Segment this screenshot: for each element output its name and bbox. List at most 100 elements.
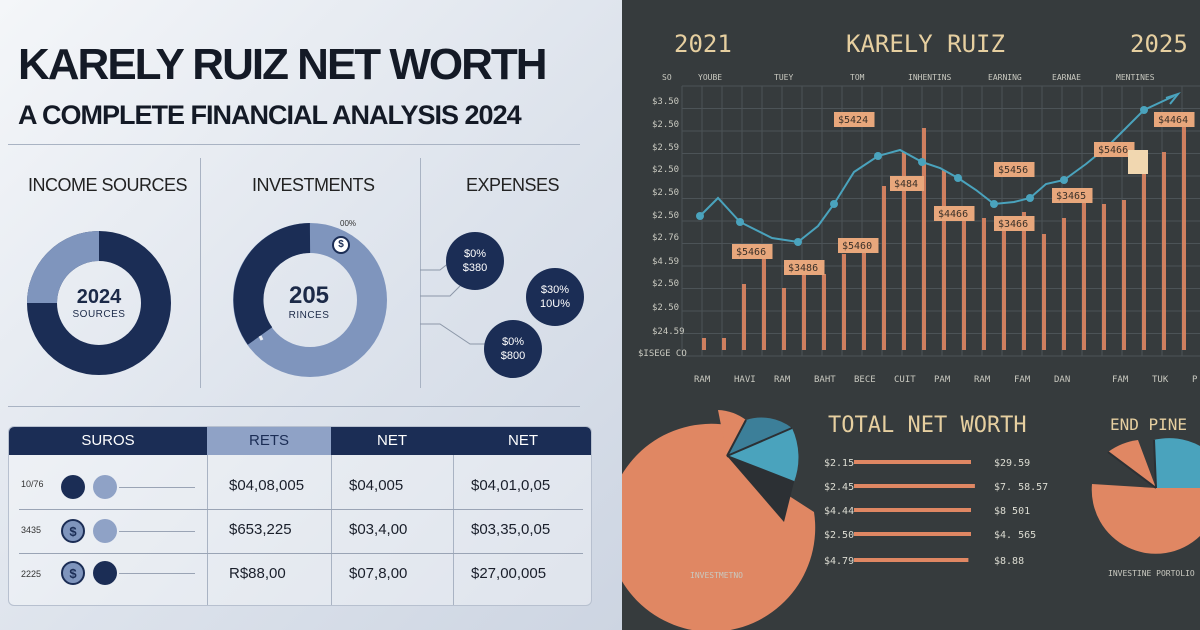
chart-bar <box>722 338 726 350</box>
expenses-title: EXPENSES <box>466 175 560 195</box>
chart-bar <box>1022 212 1026 350</box>
value-callout-label: $5466 <box>1098 145 1128 156</box>
table-cell: $27,00,005 <box>471 565 547 582</box>
y-axis-label: $ISEGE CO <box>638 349 687 359</box>
chalk-title: KARELY RUIZ <box>846 30 1005 58</box>
chalk-year-end: 2025 <box>1130 30 1188 58</box>
value-callout <box>1094 142 1135 157</box>
net-worth-right-value: $29.59 <box>994 458 1030 469</box>
trend-point <box>954 174 962 182</box>
page-title: KARELY RUIZ NET WORTH <box>18 40 548 89</box>
expense-bubble-amount: $380 <box>462 262 488 274</box>
expense-bubble-amount: $800 <box>500 350 526 362</box>
x-axis-label: PAM <box>934 375 951 385</box>
y-axis-label: $24.59 <box>652 327 685 337</box>
value-callout-label: $3466 <box>998 219 1028 230</box>
table-cell: $03,35,0,05 <box>471 521 551 538</box>
trend-point <box>990 200 998 208</box>
net-worth-right-value: $4. 565 <box>994 530 1036 541</box>
investments-center: 205 RINCES <box>266 282 352 321</box>
column-header-label: INHENTINS <box>908 73 952 82</box>
investments-title: INVESTMENTS <box>252 175 375 195</box>
expense-bubble: $30% 10U% <box>526 268 584 326</box>
investments-donut-chart <box>233 223 387 377</box>
light-dot-icon <box>93 519 117 543</box>
x-axis-label: CUIT <box>894 375 916 385</box>
table-cell: $653,225 <box>229 521 292 538</box>
column-header-label: TOM <box>850 73 865 82</box>
pie-slice <box>607 423 816 630</box>
net-worth-title: TOTAL NET WORTH <box>828 413 1027 438</box>
net-worth-bar <box>854 532 971 536</box>
expense-bubble-percent: $0% <box>501 336 525 348</box>
y-axis-label: $2.76 <box>652 233 679 243</box>
chart-bar <box>762 254 766 350</box>
dark-dot-icon <box>93 561 117 585</box>
chart-bar <box>1122 200 1126 350</box>
x-axis-label: HAVI <box>734 375 756 385</box>
trend-point <box>1026 194 1034 202</box>
y-axis-label: $2.59 <box>652 143 679 153</box>
pie-slice <box>1108 440 1156 488</box>
dark-dot-icon <box>61 475 85 499</box>
y-axis-label: $3.50 <box>652 97 679 107</box>
chart-bar <box>802 266 806 350</box>
note-square <box>1128 150 1148 174</box>
divider-vertical <box>200 158 201 388</box>
column-header-label: EARNAE <box>1052 73 1081 82</box>
chart-bar <box>742 284 746 350</box>
left-infographic-panel: KARELY RUIZ NET WORTH A COMPLETE FINANCI… <box>0 0 622 630</box>
x-axis-label: RAM <box>974 375 991 385</box>
net-worth-bar <box>854 460 971 464</box>
value-callout-label: $4466 <box>938 209 968 220</box>
income-donut-segment <box>27 231 100 304</box>
value-callout <box>834 112 875 127</box>
net-worth-bar <box>854 508 971 512</box>
chart-bar <box>1142 170 1146 350</box>
value-callout <box>994 162 1035 177</box>
income-center-label: SOURCES <box>72 309 126 320</box>
value-callout <box>994 216 1035 231</box>
chart-bar <box>922 128 926 350</box>
dollar-coin-icon: $ <box>61 561 85 585</box>
dollar-coin-icon: $ <box>61 519 85 543</box>
table-header-cell: NET <box>331 427 453 455</box>
trend-point <box>830 200 838 208</box>
table-header-cell: NET <box>453 427 591 455</box>
chart-bar <box>1182 114 1186 350</box>
investments-center-value: 205 <box>288 282 330 309</box>
income-sources-title: INCOME SOURCES <box>28 175 188 195</box>
x-axis-label: RAM <box>774 375 791 385</box>
right-pie-title: END PINE <box>1110 415 1187 434</box>
y-axis-label: $2.50 <box>652 211 679 221</box>
chart-bar <box>1042 234 1046 350</box>
chart-bar <box>962 220 966 350</box>
chart-bar <box>1002 224 1006 350</box>
divider-top <box>8 144 580 145</box>
right-pie-chart <box>1091 438 1200 554</box>
value-callout-label: $5466 <box>736 247 766 258</box>
table-header-cell: SUROS <box>9 427 207 455</box>
trend-point <box>1060 176 1068 184</box>
income-center-value: 2024 <box>76 286 122 308</box>
net-worth-left-value: $2.50 <box>824 530 854 541</box>
chart-bar <box>842 254 846 350</box>
chart-bar <box>902 152 906 350</box>
chart-bar <box>862 246 866 350</box>
trend-line <box>699 95 1175 244</box>
pie-slice <box>1154 438 1200 488</box>
chart-bar <box>702 338 706 350</box>
trend-point <box>736 218 744 226</box>
value-callout <box>934 206 975 221</box>
column-header-label: TUEY <box>774 73 793 82</box>
chart-bar <box>882 186 886 350</box>
value-callout <box>838 238 879 253</box>
column-header-label: EARNING <box>988 73 1022 82</box>
financial-table: SUROS RETS NET NET 10/76 $04,08,005 $04,… <box>8 426 592 606</box>
x-axis-label: DAN <box>1054 375 1070 385</box>
y-axis-label: $2.50 <box>652 303 679 313</box>
expense-bubble: $0% $800 <box>484 320 542 378</box>
table-row-label: 2225 <box>21 569 42 579</box>
value-callout <box>1154 112 1195 127</box>
net-worth-right-value: $8.88 <box>994 556 1024 567</box>
